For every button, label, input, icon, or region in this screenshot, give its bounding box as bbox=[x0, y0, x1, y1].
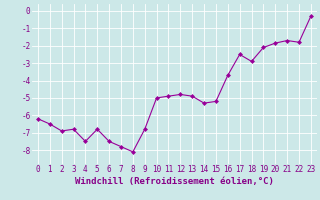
X-axis label: Windchill (Refroidissement éolien,°C): Windchill (Refroidissement éolien,°C) bbox=[75, 177, 274, 186]
